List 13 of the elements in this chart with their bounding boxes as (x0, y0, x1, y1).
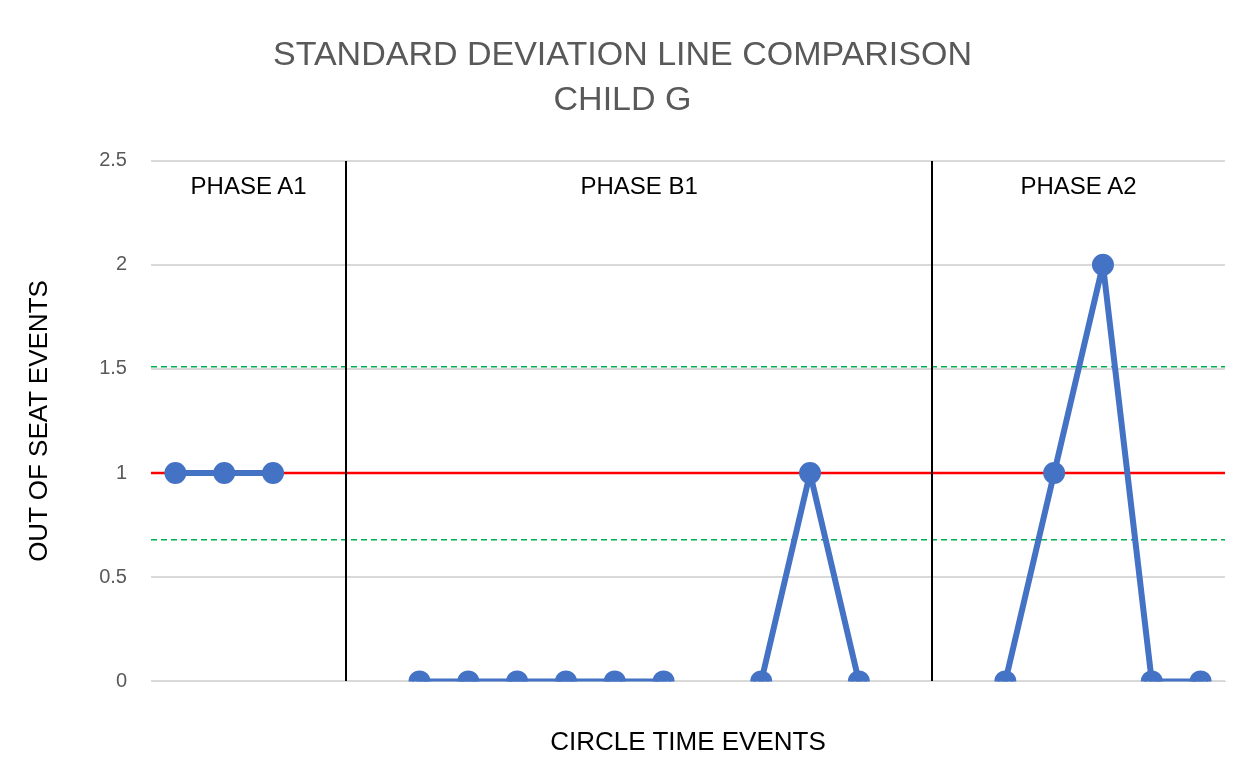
annotation: PHASE A1 (190, 172, 307, 200)
y-tick-label: 1.5 (99, 356, 127, 379)
y-axis-title: OUT OF SEAT EVENTS (22, 280, 53, 562)
y-tick-label: 1 (115, 460, 127, 483)
annotation: PHASE A2 (1020, 172, 1137, 200)
x-axis-title: CIRCLE TIME EVENTS (550, 725, 826, 756)
annotation: PHASE B1 (580, 172, 698, 200)
y-tick-label: 0.5 (99, 564, 127, 587)
y-tick-label: 0 (115, 668, 127, 691)
y-tick-label: 2 (115, 252, 127, 275)
chart-title: STANDARD DEVIATION LINE COMPARISON (273, 33, 972, 72)
y-tick-label: 2.5 (99, 148, 127, 171)
chart-subtitle: CHILD G (553, 78, 692, 117)
